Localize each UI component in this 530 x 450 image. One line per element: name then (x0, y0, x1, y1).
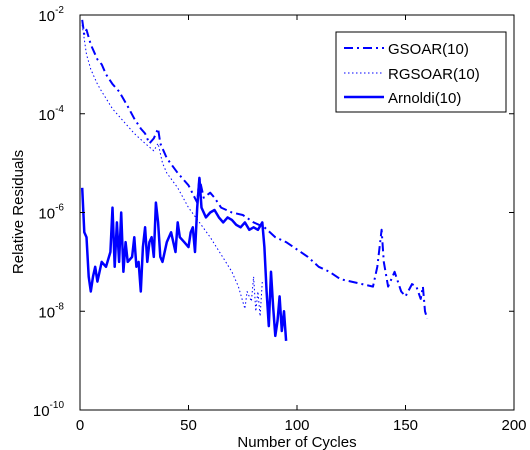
x-tick-label: 50 (180, 417, 197, 434)
y-tick-exponent: -10 (50, 400, 65, 411)
legend: GSOAR(10) RGSOAR(10) Arnoldi(10) (335, 31, 507, 113)
series-line-arnoldi-10 (80, 176, 288, 341)
y-tick-base: 10 (38, 304, 55, 321)
legend-label-arnoldi: Arnoldi(10) (388, 90, 461, 107)
y-tick-label: 10-8 (38, 301, 64, 321)
legend-label-gsoar: GSOAR(10) (388, 41, 469, 58)
y-tick-label: 10-6 (38, 203, 64, 223)
series-line-gsoar-10 (81, 19, 429, 319)
x-tick-label: 0 (76, 417, 84, 434)
y-tick-base: 10 (38, 206, 55, 223)
legend-box (335, 31, 507, 113)
y-tick-label: 10-10 (33, 400, 65, 420)
series-layer (80, 19, 429, 341)
y-tick-exponent: -8 (55, 301, 64, 312)
y-tick-base: 10 (38, 107, 55, 124)
x-axis-label: Number of Cycles (237, 434, 356, 450)
y-axis-label: Relative Residuals (10, 150, 27, 274)
y-tick-label: 10-2 (38, 5, 64, 25)
x-tick-label: 150 (393, 417, 418, 434)
y-tick-exponent: -4 (55, 104, 64, 115)
x-tick-label: 200 (501, 417, 526, 434)
legend-label-rgsoar: RGSOAR(10) (388, 66, 480, 83)
y-tick-base: 10 (38, 8, 55, 25)
y-tick-exponent: -2 (55, 5, 64, 16)
series-line-rgsoar-10 (81, 24, 263, 317)
y-tick-label: 10-4 (38, 104, 64, 124)
x-tick-label: 100 (284, 417, 309, 434)
y-tick-exponent: -6 (55, 203, 64, 214)
y-tick-base: 10 (33, 403, 50, 420)
